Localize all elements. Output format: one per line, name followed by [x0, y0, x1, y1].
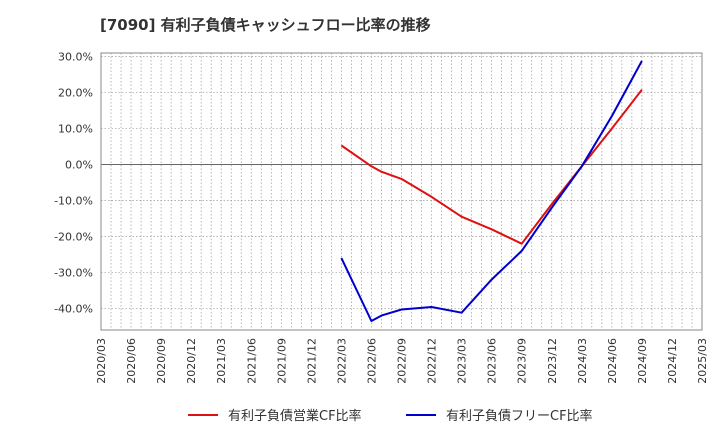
y-tick-label: -40.0%	[54, 302, 93, 315]
legend-label-2: 有利子負債フリーCF比率	[446, 408, 593, 424]
series-line-2	[340, 60, 643, 322]
series-lines	[340, 60, 643, 322]
x-tick-label: 2024/06	[606, 338, 619, 384]
x-tick-label: 2022/03	[335, 338, 348, 384]
x-tick-label: 2023/03	[456, 338, 469, 384]
x-tick-label: 2023/12	[546, 338, 559, 384]
y-tick-label: 0.0%	[65, 159, 93, 172]
x-axis-ticks: 2020/03 2020/06 2020/09 2020/12 2021/03 2021/…	[95, 338, 709, 384]
y-tick-label: 10.0%	[58, 123, 93, 136]
x-tick-label: 2023/06	[486, 338, 499, 384]
y-tick-label: -30.0%	[54, 266, 93, 279]
y-axis-ticks: 30.0% 20.0% 10.0% 0.0% -10.0% -20.0% -30.0% -40…	[54, 51, 93, 316]
x-tick-label: 2021/03	[215, 338, 228, 384]
x-tick-label: 2023/09	[516, 338, 529, 384]
x-tick-label: 2024/09	[636, 338, 649, 384]
x-tick-label: 2021/06	[245, 338, 258, 384]
legend-label-1: 有利子負債営業CF比率	[228, 408, 362, 424]
x-tick-label: 2022/06	[365, 338, 378, 384]
y-tick-label: 20.0%	[58, 87, 93, 100]
legend: 有利子負債営業CF比率 有利子負債フリーCF比率	[188, 408, 593, 424]
grid-lines	[101, 53, 702, 330]
plot-frame	[100, 52, 703, 331]
x-tick-label: 2022/09	[396, 338, 409, 384]
y-tick-label: 30.0%	[58, 51, 93, 64]
x-tick-label: 2024/03	[576, 338, 589, 384]
x-tick-label: 2020/12	[185, 338, 198, 384]
x-tick-label: 2022/12	[426, 338, 439, 384]
x-tick-label: 2020/03	[95, 338, 108, 384]
x-tick-label: 2020/06	[125, 338, 138, 384]
y-tick-label: -10.0%	[54, 194, 93, 207]
x-tick-label: 2024/12	[666, 338, 679, 384]
x-tick-label: 2021/09	[275, 338, 288, 384]
chart-title: [7090] 有利子負債キャッシュフロー比率の推移	[100, 16, 431, 34]
x-tick-label: 2025/03	[696, 338, 709, 384]
series-line-1	[340, 89, 643, 245]
x-tick-label: 2021/12	[305, 338, 318, 384]
y-tick-label: -20.0%	[54, 230, 93, 243]
x-tick-label: 2020/09	[155, 338, 168, 384]
